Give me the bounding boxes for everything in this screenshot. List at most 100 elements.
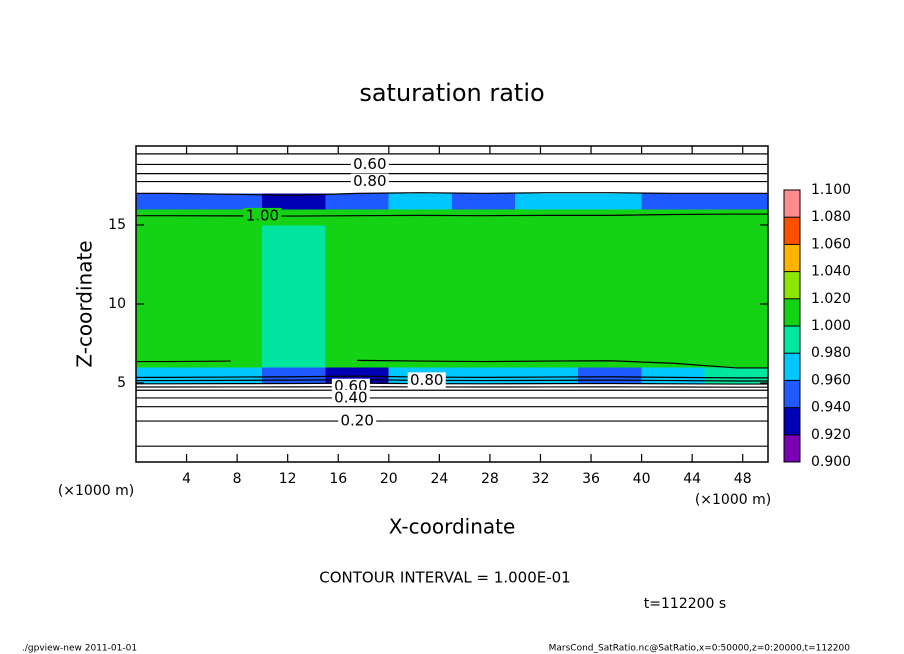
- field-cell: [641, 272, 706, 289]
- field-cell: [704, 445, 769, 463]
- x-tick-label: 36: [582, 471, 600, 487]
- field-cell: [451, 256, 516, 273]
- field-cell: [388, 287, 453, 305]
- field-cell: [135, 287, 200, 305]
- field-cell: [135, 335, 200, 352]
- x-tick-label: 8: [233, 471, 242, 487]
- colorbar-swatch: [784, 298, 800, 326]
- contour-label-bg: [350, 173, 389, 190]
- field-cell: [388, 319, 453, 336]
- field-cell: [262, 351, 326, 368]
- field-cell: [325, 319, 390, 336]
- field-cell: [514, 445, 579, 463]
- field-cell: [514, 303, 579, 321]
- field-cell: [514, 319, 579, 336]
- field-cell: [262, 445, 326, 463]
- field-cell: [135, 414, 200, 431]
- field-cell: [641, 240, 706, 257]
- field-cell: [514, 256, 579, 273]
- field-cell: [325, 430, 390, 447]
- field-cell: [262, 414, 326, 431]
- colorbar-label: 1.040: [811, 264, 851, 280]
- field-cell: [704, 335, 769, 352]
- field-cell: [451, 335, 516, 352]
- y-axis-unit: (×1000 m): [58, 483, 134, 499]
- field-cell: [135, 193, 200, 210]
- field-cell: [262, 303, 326, 321]
- field-cell: [198, 445, 263, 463]
- field-cell: [514, 177, 579, 194]
- field-cell: [704, 287, 769, 305]
- colorbar-swatch: [784, 244, 800, 272]
- field-cell: [704, 382, 769, 400]
- field-cell: [262, 240, 326, 257]
- field-cell: [262, 287, 326, 305]
- contour-label-bg: [331, 389, 370, 406]
- field-cell: [514, 351, 579, 368]
- field-cell: [262, 256, 326, 273]
- field-cell: [198, 382, 263, 400]
- field-cell: [262, 335, 326, 352]
- contour-label-bg: [243, 207, 282, 224]
- footer-right: MarsCond_SatRatio.nc@SatRatio,x=0:50000,…: [549, 644, 851, 654]
- colorbar-frame: [783, 189, 801, 463]
- field-cell: [325, 335, 390, 352]
- x-axis-label: X-coordinate: [389, 515, 516, 539]
- contour-line: [136, 213, 768, 217]
- field-cell: [514, 287, 579, 305]
- contour-label: 0.60: [353, 155, 386, 173]
- field-cell: [262, 177, 326, 194]
- field-cell: [641, 335, 706, 352]
- field-cell: [325, 351, 390, 368]
- field-cell: [641, 256, 706, 273]
- contour-line: [136, 382, 768, 385]
- contour-label: 0.40: [334, 388, 367, 406]
- contour-label: 0.80: [410, 371, 443, 389]
- field-cell: [704, 177, 769, 194]
- y-tick-label: 10: [108, 296, 126, 312]
- field-cell: [704, 351, 769, 368]
- contour-line: [357, 359, 768, 369]
- contour-label: 0.80: [353, 172, 386, 190]
- colorbar-swatch: [784, 271, 800, 299]
- field-cell: [135, 303, 200, 321]
- field-cell: [514, 240, 579, 257]
- field-cell: [325, 445, 390, 463]
- field-cell: [388, 351, 453, 368]
- field-cell: [135, 240, 200, 257]
- field-cell: [514, 430, 579, 447]
- colorbar-label: 0.900: [811, 454, 851, 470]
- field-cell: [325, 256, 390, 273]
- field-cell: [451, 430, 516, 447]
- field-cell: [514, 272, 579, 289]
- colorbar-swatch: [784, 434, 800, 462]
- field-cell: [704, 256, 769, 273]
- field-cell: [578, 177, 642, 194]
- field-cell: [135, 382, 200, 400]
- field-cell: [388, 414, 453, 431]
- field-cell: [451, 445, 516, 463]
- field-cell: [198, 287, 263, 305]
- x-tick-label: 20: [380, 471, 398, 487]
- field-cell: [578, 303, 642, 321]
- field-cell: [388, 272, 453, 289]
- field-cell: [451, 272, 516, 289]
- field-cell: [578, 287, 642, 305]
- field-cell: [198, 414, 263, 431]
- field-cell: [704, 224, 769, 242]
- field-cell: [514, 382, 579, 400]
- x-tick-label: 44: [683, 471, 701, 487]
- field-cell: [451, 319, 516, 336]
- field-cell: [514, 414, 579, 431]
- field-cell: [641, 193, 706, 210]
- x-tick-label: 16: [329, 471, 347, 487]
- field-cell: [641, 382, 706, 400]
- field-cell: [641, 303, 706, 321]
- field-cell: [135, 208, 200, 226]
- x-tick-label: 40: [633, 471, 651, 487]
- field-cell: [325, 287, 390, 305]
- field-cell: [388, 193, 453, 210]
- field-cell: [198, 240, 263, 257]
- field-cell: [451, 303, 516, 321]
- colorbar-swatch: [784, 326, 800, 354]
